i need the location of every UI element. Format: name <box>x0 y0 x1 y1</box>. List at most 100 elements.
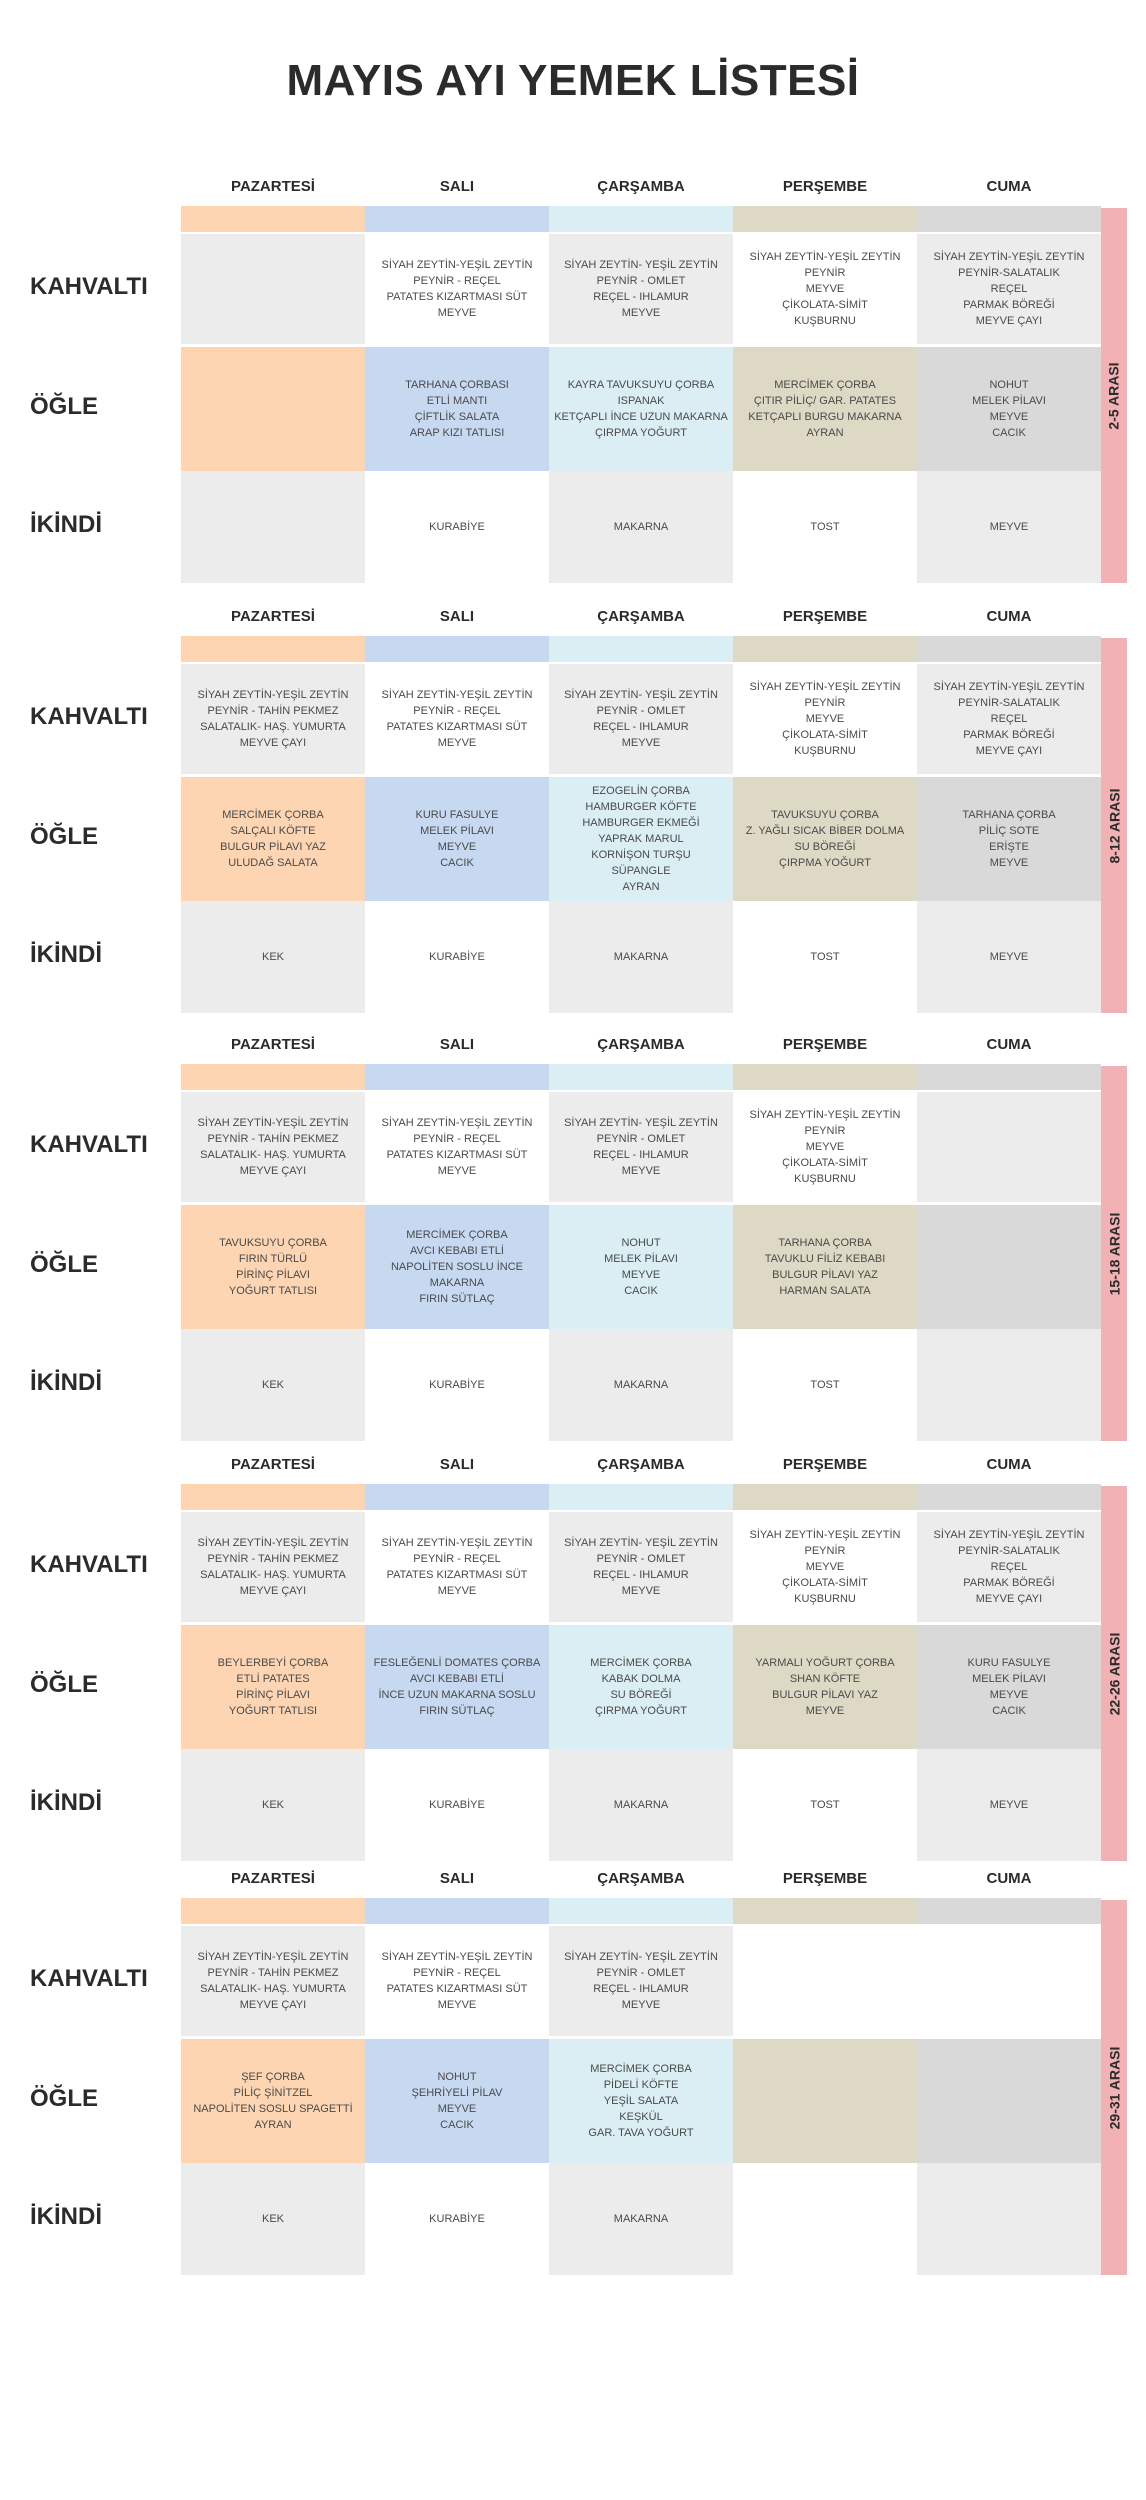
day-color-strip <box>733 1484 917 1510</box>
day-color-strip <box>181 1064 365 1090</box>
week-range-band: 15-18 ARASI <box>1101 1066 1127 1441</box>
day-header: CUMA <box>986 608 1032 625</box>
day-header: PERŞEMBE <box>782 178 868 195</box>
week-section: PAZARTESİ SALI ÇARŞAMBA PERŞEMBE CUMA KAHVALT… <box>0 608 1146 1018</box>
menu-cell: KURABİYE <box>365 1329 549 1441</box>
meal-label: İKİNDİ <box>30 1789 102 1816</box>
menu-cell: SİYAH ZEYTİN-YEŞİL ZEYTİN PEYNİR MEYVE Ç… <box>733 664 917 774</box>
menu-cell: SİYAH ZEYTİN-YEŞİL ZEYTİN PEYNİR - REÇEL… <box>365 1512 549 1622</box>
menu-cell: NOHUT MELEK PİLAVI MEYVE CACIK <box>917 347 1101 471</box>
week-range-label: 29-31 ARASI <box>1106 2046 1122 2129</box>
menu-cell: SİYAH ZEYTİN-YEŞİL ZEYTİN PEYNİR - TAHİN… <box>181 664 365 774</box>
day-header: PAZARTESİ <box>231 608 315 625</box>
menu-cell: SİYAH ZEYTİN- YEŞİL ZEYTİN PEYNİR - OMLE… <box>549 1512 733 1622</box>
day-color-strip <box>181 1484 365 1510</box>
day-color-strip <box>733 636 917 662</box>
menu-cell: MERCİMEK ÇORBA ÇITIR PİLİÇ/ GAR. PATATES… <box>733 347 917 471</box>
menu-cell: MAKARNA <box>549 1329 733 1441</box>
menu-cell <box>181 347 365 471</box>
menu-cell: TOST <box>733 1329 917 1441</box>
week-section: PAZARTESİ SALI ÇARŞAMBA PERŞEMBE CUMA KAHVALT… <box>0 1870 1146 2280</box>
week-range-label: 2-5 ARASI <box>1106 361 1123 430</box>
menu-cell <box>181 471 365 583</box>
menu-cell: NOHUT ŞEHRİYELİ PİLAV MEYVE CACIK <box>365 2039 549 2163</box>
day-header: SALI <box>439 1870 475 1887</box>
menu-cell: KURU FASULYE MELEK PİLAVI MEYVE CACIK <box>917 1625 1101 1749</box>
menu-cell: KURABİYE <box>365 2163 549 2275</box>
day-header: CUMA <box>986 178 1032 195</box>
menu-cell: KURABİYE <box>365 471 549 583</box>
menu-cell <box>917 1329 1101 1441</box>
day-color-strip <box>549 1484 733 1510</box>
day-color-strip <box>917 206 1101 232</box>
day-color-strip <box>549 1064 733 1090</box>
menu-cell: SİYAH ZEYTİN- YEŞİL ZEYTİN PEYNİR - OMLE… <box>549 1926 733 2036</box>
menu-cell: SİYAH ZEYTİN-YEŞİL ZEYTİN PEYNİR MEYVE Ç… <box>733 1512 917 1622</box>
menu-cell <box>733 2163 917 2275</box>
day-color-strip <box>733 1064 917 1090</box>
day-header: ÇARŞAMBA <box>597 608 685 625</box>
day-color-strip <box>917 636 1101 662</box>
menu-cell <box>181 234 365 344</box>
menu-cell: SİYAH ZEYTİN-YEŞİL ZEYTİN PEYNİR MEYVE Ç… <box>733 234 917 344</box>
menu-cell: KEK <box>181 1749 365 1861</box>
menu-cell: MERCİMEK ÇORBA SALÇALI KÖFTE BULGUR PİLA… <box>181 777 365 901</box>
day-header: PERŞEMBE <box>782 1870 868 1887</box>
day-color-strip <box>365 1064 549 1090</box>
menu-cell: MEYVE <box>917 901 1101 1013</box>
meal-label: KAHVALTI <box>30 273 148 300</box>
week-section: PAZARTESİ SALI ÇARŞAMBA PERŞEMBE CUMA KAHVALT… <box>0 1456 1146 1866</box>
week-section: PAZARTESİ SALI ÇARŞAMBA PERŞEMBE CUMA KAHVALT… <box>0 178 1146 588</box>
day-header: PAZARTESİ <box>231 1870 315 1887</box>
menu-cell: TARHANA ÇORBA TAVUKLU FİLİZ KEBABI BULGU… <box>733 1205 917 1329</box>
menu-cell: SİYAH ZEYTİN- YEŞİL ZEYTİN PEYNİR - OMLE… <box>549 1092 733 1202</box>
menu-cell <box>733 2039 917 2163</box>
meal-label: ÖĞLE <box>30 2085 99 2112</box>
menu-cell: SİYAH ZEYTİN-YEŞİL ZEYTİN PEYNİR MEYVE Ç… <box>733 1092 917 1202</box>
day-color-strip <box>917 1484 1101 1510</box>
day-header: SALI <box>439 178 475 195</box>
menu-cell: KURABİYE <box>365 1749 549 1861</box>
menu-cell: YARMALI YOĞURT ÇORBA SHAN KÖFTE BULGUR P… <box>733 1625 917 1749</box>
day-header: ÇARŞAMBA <box>597 1870 685 1887</box>
meal-label: İKİNDİ <box>30 1369 102 1396</box>
week-range-label: 15-18 ARASI <box>1106 1212 1122 1295</box>
day-color-strip <box>181 636 365 662</box>
menu-cell: KAYRA TAVUKSUYU ÇORBA ISPANAK KETÇAPLI İ… <box>549 347 733 471</box>
day-header: ÇARŞAMBA <box>597 1036 685 1053</box>
day-header: PAZARTESİ <box>231 1036 315 1053</box>
day-header: PAZARTESİ <box>231 178 315 195</box>
day-color-strip <box>365 1898 549 1924</box>
day-header: PAZARTESİ <box>231 1456 315 1473</box>
menu-cell: TOST <box>733 471 917 583</box>
menu-cell <box>917 1092 1101 1202</box>
menu-cell: KURABİYE <box>365 901 549 1013</box>
week-section: PAZARTESİ SALI ÇARŞAMBA PERŞEMBE CUMA KAHVALT… <box>0 1036 1146 1446</box>
menu-cell: SİYAH ZEYTİN-YEŞİL ZEYTİN PEYNİR-SALATAL… <box>917 234 1101 344</box>
day-color-strip <box>733 1898 917 1924</box>
menu-cell: MAKARNA <box>549 1749 733 1861</box>
menu-cell: BEYLERBEYİ ÇORBA ETLİ PATATES PİRİNÇ PİL… <box>181 1625 365 1749</box>
menu-cell <box>733 1926 917 2036</box>
menu-cell: SİYAH ZEYTİN-YEŞİL ZEYTİN PEYNİR - REÇEL… <box>365 1092 549 1202</box>
day-color-strip <box>917 1898 1101 1924</box>
menu-cell: MERCİMEK ÇORBA KABAK DOLMA SU BÖREĞİ ÇIR… <box>549 1625 733 1749</box>
menu-cell: SİYAH ZEYTİN- YEŞİL ZEYTİN PEYNİR - OMLE… <box>549 664 733 774</box>
menu-cell: MAKARNA <box>549 471 733 583</box>
menu-cell: KEK <box>181 2163 365 2275</box>
menu-cell: SİYAH ZEYTİN-YEŞİL ZEYTİN PEYNİR - TAHİN… <box>181 1926 365 2036</box>
menu-cell: TAVUKSUYU ÇORBA FIRIN TÜRLÜ PİRİNÇ PİLAV… <box>181 1205 365 1329</box>
day-color-strip <box>365 206 549 232</box>
day-color-strip <box>549 636 733 662</box>
menu-cell: SİYAH ZEYTİN-YEŞİL ZEYTİN PEYNİR-SALATAL… <box>917 664 1101 774</box>
week-range-band: 8-12 ARASI <box>1101 638 1127 1013</box>
menu-cell: SİYAH ZEYTİN- YEŞİL ZEYTİN PEYNİR - OMLE… <box>549 234 733 344</box>
menu-cell: SİYAH ZEYTİN-YEŞİL ZEYTİN PEYNİR - REÇEL… <box>365 234 549 344</box>
menu-cell: ŞEF ÇORBA PİLİÇ ŞİNİTZEL NAPOLİTEN SOSLU… <box>181 2039 365 2163</box>
day-color-strip <box>733 206 917 232</box>
menu-cell: NOHUT MELEK PİLAVI MEYVE CACIK <box>549 1205 733 1329</box>
day-header: CUMA <box>986 1036 1032 1053</box>
menu-cell: TOST <box>733 901 917 1013</box>
week-range-band: 2-5 ARASI <box>1101 208 1127 583</box>
menu-cell <box>917 2163 1101 2275</box>
